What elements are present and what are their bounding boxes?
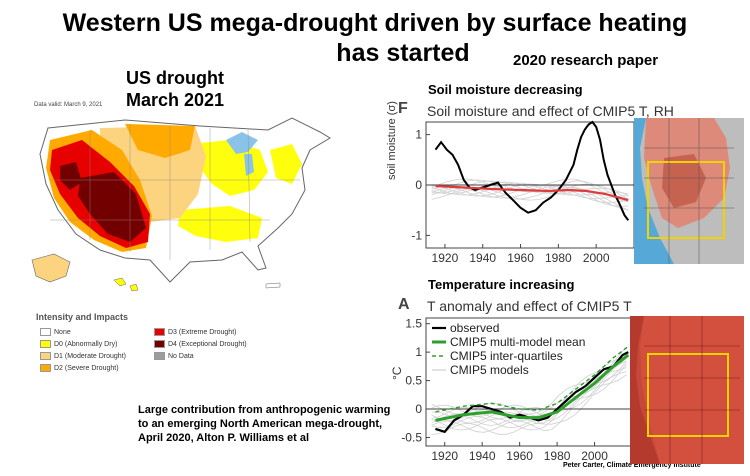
- inset-study-box: [647, 161, 725, 239]
- model-run-line: [431, 363, 627, 431]
- x-tick-label: 2000: [581, 449, 608, 463]
- x-tick-label: 2000: [583, 251, 610, 265]
- legend-label-d3: D3 (Extreme Drought): [168, 328, 237, 336]
- research-paper-label: 2020 research paper: [513, 52, 659, 69]
- citation-line1: Large contribution from anthropogenic wa…: [138, 404, 391, 416]
- map-valid-date: Data valid: March 9, 2021: [34, 102, 103, 108]
- x-tick-label: 1920: [432, 251, 459, 265]
- x-tick-label: 1980: [544, 449, 571, 463]
- citation: Large contribution from anthropogenic wa…: [138, 403, 390, 445]
- temperature-inset-map: [630, 316, 744, 464]
- temp-chart-title: T anomaly and effect of CMIP5 T: [427, 298, 632, 314]
- y-tick-label: -1: [411, 228, 422, 242]
- soil-moisture-chart: 1920 1940 1960 1980 2000 -1 0 1: [411, 120, 635, 265]
- legend-d1: D1 (Moderate Drought): [40, 352, 126, 360]
- legend-nodata: No Data: [154, 352, 194, 360]
- inset-land-dark: [662, 154, 706, 208]
- state-grid-lines: [50, 124, 300, 260]
- x-tick-label: 1940: [469, 251, 496, 265]
- temp-panel-letter: A: [398, 296, 410, 313]
- legend-d2: D2 (Severe Drought): [40, 364, 119, 372]
- d0-area-east: [270, 144, 302, 184]
- legend-d0: D0 (Abnormally Dry): [40, 340, 117, 348]
- legend-entry: CMIP5 inter-quartiles: [450, 349, 563, 363]
- great-lakes: [226, 132, 258, 154]
- puerto-rico: [265, 282, 281, 289]
- slide-title-line1: Western US mega-drought driven by surfac…: [62, 9, 688, 37]
- series-line-cmip5-multi-model-mean: [435, 353, 630, 422]
- x-tick-label: 1960: [507, 251, 534, 265]
- slide-title-line2: has started: [336, 39, 470, 67]
- y-tick-label: 1.5: [405, 317, 422, 331]
- temp-ylabel: °C: [390, 366, 404, 380]
- legend-label-d2: D2 (Severe Drought): [54, 364, 119, 372]
- citation-line3: April 2020, Alton P. Williams et al: [138, 432, 310, 444]
- legend-label-nodata: No Data: [168, 352, 194, 360]
- legend-entry: CMIP5 models: [450, 363, 529, 377]
- temperature-anomaly-chart: 1920 1940 1960 1980 2000 -0.5 0 0.5 1 1.5 observed…: [401, 317, 633, 463]
- d0-area-south: [178, 206, 262, 242]
- y-tick-label: 0: [415, 178, 422, 192]
- y-tick-label: 1: [415, 128, 422, 142]
- legend-entry: observed: [450, 321, 499, 335]
- citation-line2: to an emerging North American mega-droug…: [138, 418, 383, 430]
- temp-heading: Temperature increasing: [428, 277, 575, 292]
- legend-label-d1: D1 (Moderate Drought): [54, 352, 126, 360]
- y-tick-label: 1: [415, 345, 422, 359]
- model-run-line: [431, 183, 629, 200]
- y-tick-label: 0: [415, 402, 422, 416]
- y-tick-label: -0.5: [401, 430, 422, 444]
- x-tick-label: 1980: [545, 251, 572, 265]
- legend-entry: CMIP5 multi-model mean: [450, 335, 585, 349]
- inset2-grid: [644, 316, 740, 464]
- legend-swatch-nodata: [154, 352, 165, 360]
- soil-heading: Soil moisture decreasing: [428, 82, 583, 97]
- x-tick-label: 1940: [469, 449, 496, 463]
- legend-label-d4: D4 (Exceptional Drought): [168, 340, 247, 348]
- legend-title: Intensity and Impacts: [36, 312, 129, 322]
- inset2-ocean: [630, 316, 660, 464]
- soil-chart-title: Soil moisture and effect of CMIP5 T, RH: [427, 103, 674, 119]
- legend-none: None: [40, 328, 71, 336]
- soil-panel-letter: F: [398, 100, 408, 117]
- d4-area-four-corners: [78, 172, 146, 242]
- soil-moisture-inset-map: [634, 118, 744, 264]
- hawaii: [113, 277, 139, 292]
- legend-swatch-d3: [154, 328, 165, 336]
- inset-ocean: [634, 118, 674, 264]
- legend-d4: D4 (Exceptional Drought): [154, 340, 247, 348]
- legend-swatch-none: [40, 328, 51, 336]
- legend-d3: D3 (Extreme Drought): [154, 328, 236, 336]
- map-heading: US drought March 2021: [120, 67, 230, 111]
- model-run-line: [431, 371, 627, 435]
- series-line-cmip5-inter-quartiles: [435, 345, 629, 413]
- lake-michigan: [244, 154, 254, 176]
- model-run-line: [431, 374, 627, 433]
- model-run-line: [431, 360, 627, 429]
- x-tick-label: 1920: [431, 449, 458, 463]
- credit: Peter Carter, Climate Emergency Institut…: [563, 462, 701, 469]
- legend-label-d0: D0 (Abnormally Dry): [54, 340, 118, 348]
- inset-grid: [644, 118, 734, 264]
- legend-label-none: None: [54, 328, 71, 336]
- legend-swatch-d0: [40, 340, 51, 348]
- model-run-line: [431, 356, 627, 420]
- inset2-study-box: [647, 353, 729, 437]
- d4-area-nevada: [60, 162, 82, 190]
- map-heading-line2: March 2021: [125, 90, 225, 110]
- series-line-observed: [434, 120, 630, 221]
- model-run-line: [431, 351, 627, 422]
- legend-swatch-d2: [40, 364, 51, 372]
- model-run-line: [431, 184, 629, 203]
- series-line-model-mean: [435, 184, 629, 202]
- legend-swatch-d4: [154, 340, 165, 348]
- x-tick-label: 1960: [506, 449, 533, 463]
- d2-area-northern-plains: [125, 124, 195, 158]
- y-tick-label: 0.5: [405, 374, 422, 388]
- us-drought-map: [31, 117, 331, 292]
- legend-swatch-d1: [40, 352, 51, 360]
- alaska: [31, 253, 71, 283]
- map-heading-line1: US drought: [126, 68, 224, 88]
- soil-ylabel: soil moisture (σ): [386, 101, 398, 180]
